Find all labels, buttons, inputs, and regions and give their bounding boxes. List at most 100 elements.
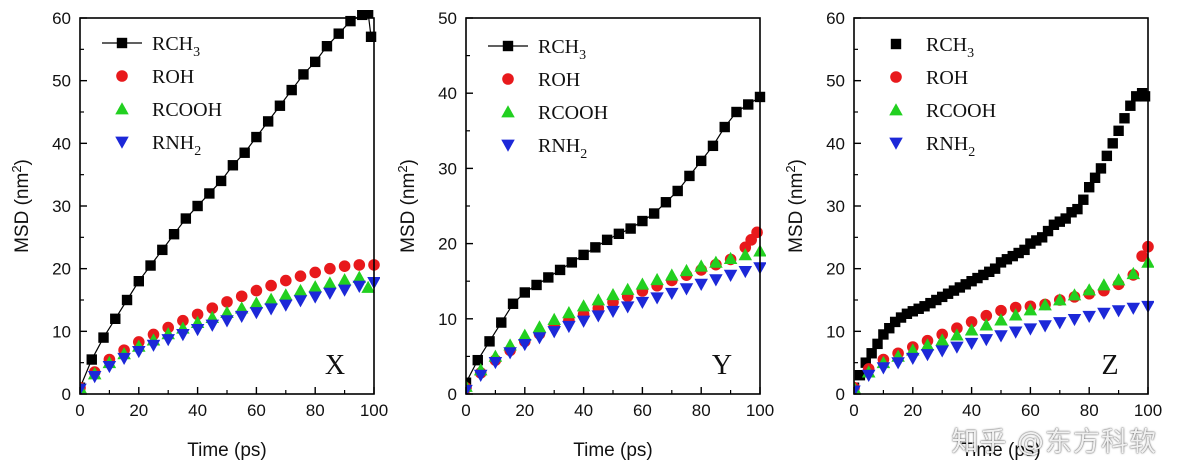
data-point (709, 274, 723, 287)
data-point (543, 272, 554, 283)
x-tick-label: 0 (75, 401, 84, 420)
y-tick-label: 10 (438, 310, 457, 329)
y-axis-title: MSD (nm2) (395, 159, 419, 253)
data-point (532, 332, 547, 345)
data-point (1067, 288, 1082, 301)
legend-marker (115, 136, 129, 149)
data-point (606, 305, 620, 319)
data-point (591, 310, 606, 323)
x-axis-title: Time (ps) (187, 440, 267, 461)
data-point (249, 296, 264, 309)
data-point (925, 297, 936, 309)
data-point (507, 298, 519, 309)
data-point (1031, 235, 1042, 246)
panel-tag: X (325, 350, 345, 381)
data-point (1013, 247, 1024, 259)
data-point (484, 336, 495, 347)
data-point (625, 223, 636, 234)
data-point (1082, 283, 1096, 296)
data-point (635, 296, 650, 310)
data-point (679, 263, 694, 277)
data-point (279, 299, 293, 312)
data-point (362, 10, 374, 19)
data-point (293, 295, 308, 308)
data-point (352, 280, 367, 293)
data-point (157, 244, 168, 256)
chart-panel-y: 0 20 40 60 80 100 0 10 20 30 40 50 Time (ps) MSD (nm2… (395, 9, 774, 461)
legend-label: RCH3 (926, 34, 974, 61)
data-point (1038, 320, 1052, 333)
data-point (518, 328, 532, 341)
data-point (620, 282, 635, 295)
data-point (994, 330, 1008, 343)
data-point (98, 332, 109, 343)
data-point (1136, 250, 1148, 262)
data-point (719, 121, 730, 133)
data-point (576, 299, 591, 312)
data-point (191, 308, 204, 321)
data-point (353, 259, 366, 271)
data-point (906, 343, 920, 356)
legend-marker (502, 40, 514, 52)
legend-marker (116, 37, 128, 49)
data-point (1111, 273, 1126, 286)
data-point (1119, 113, 1130, 124)
x-tick-label: 60 (247, 401, 266, 420)
legend-label: RCOOH (538, 102, 608, 124)
y-tick-label: 10 (826, 322, 845, 341)
y-tick-label: 30 (438, 159, 457, 178)
x-tick-label: 100 (1134, 401, 1162, 420)
legend-marker (889, 137, 903, 150)
data-point (192, 200, 203, 212)
data-point (1095, 163, 1107, 174)
legend-marker (501, 139, 515, 152)
data-point (937, 291, 948, 303)
data-point (234, 301, 249, 314)
x-tick-label: 40 (962, 401, 981, 420)
legend: RCH3 ROH RCOOH RNH2 (488, 36, 608, 162)
data-point (323, 276, 337, 289)
data-point (1001, 254, 1013, 265)
data-point (1097, 278, 1111, 291)
data-point (251, 131, 262, 143)
data-point (177, 314, 189, 327)
data-point (884, 323, 895, 334)
data-point (1107, 138, 1118, 149)
y-tick-label: 60 (52, 9, 71, 28)
data-point (723, 251, 738, 265)
data-point (989, 263, 1001, 274)
data-point (324, 262, 336, 275)
data-point (361, 280, 375, 293)
data-point (889, 316, 901, 328)
data-point (180, 213, 192, 224)
data-point (1048, 219, 1060, 230)
data-point (696, 155, 707, 167)
legend-marker (116, 70, 128, 82)
data-point (660, 197, 672, 208)
data-point (964, 323, 979, 336)
legend-label: RCOOH (926, 100, 996, 122)
legend-item-rch3: RCH3 (488, 36, 586, 63)
legend-item-rcooh: RCOOH (501, 102, 608, 124)
x-tick-label: 80 (306, 401, 325, 420)
data-point (531, 279, 542, 291)
data-point (707, 140, 719, 152)
data-point (979, 318, 994, 331)
data-point (250, 284, 263, 297)
y-tick-label: 30 (52, 197, 71, 216)
y-tick-label: 40 (826, 134, 845, 153)
data-point (547, 326, 561, 339)
legend-label: ROH (538, 69, 580, 91)
data-point (554, 264, 566, 276)
data-point (1023, 303, 1038, 316)
data-point (950, 341, 964, 354)
legend-label: ROH (152, 66, 194, 88)
x-tick-label: 40 (188, 401, 207, 420)
series-rnh2 (854, 300, 1154, 394)
legend-item-rch3: RCH3 (102, 33, 200, 60)
y-tick-label: 20 (52, 260, 71, 279)
y-tick-label: 40 (438, 84, 457, 103)
data-point (995, 304, 1007, 317)
y-tick-label: 30 (826, 197, 845, 216)
data-point (965, 316, 978, 328)
